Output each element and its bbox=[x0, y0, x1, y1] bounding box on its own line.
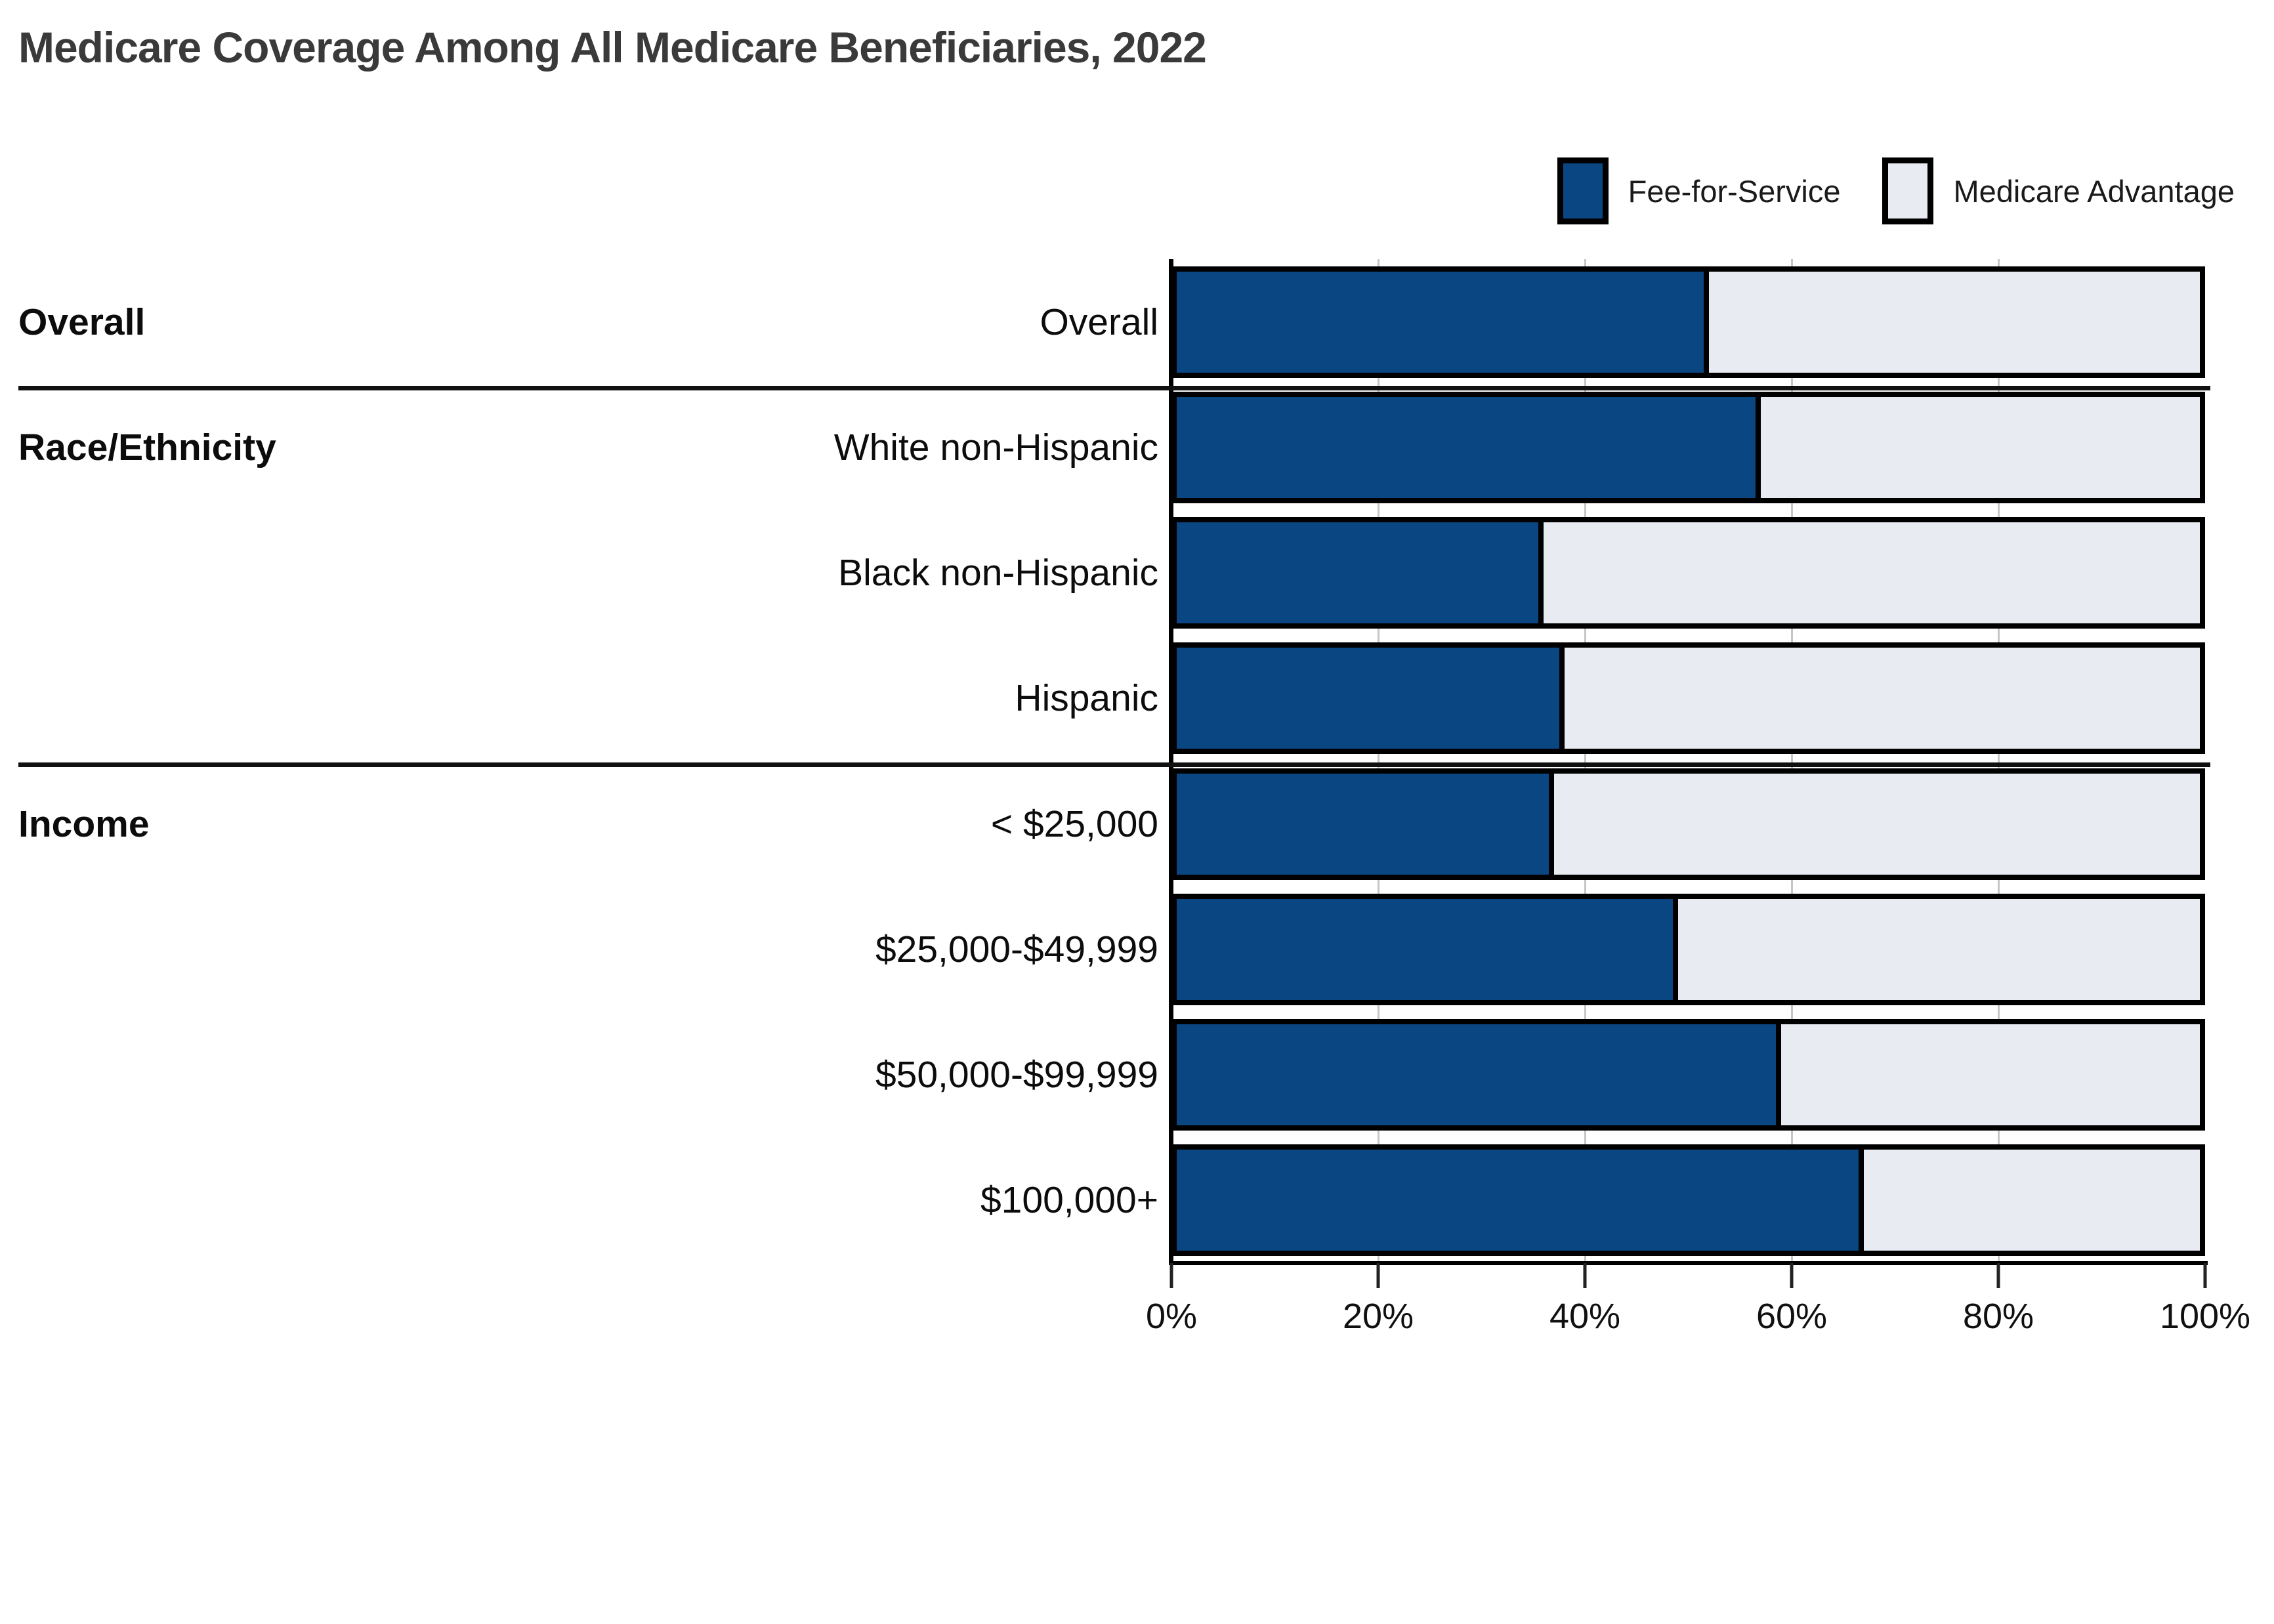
bar-25-000 bbox=[1171, 768, 2205, 880]
bar-segment-medicare-advantage-hispanic[interactable] bbox=[1559, 642, 2205, 755]
gridline-40 bbox=[1584, 259, 1586, 1263]
bar-segment-medicare-advantage-black-non-hispanic[interactable] bbox=[1538, 517, 2205, 629]
row-label-25-000: < $25,000 bbox=[990, 802, 1158, 845]
bar-25-000-49-999 bbox=[1171, 893, 2205, 1005]
legend-item-medicare-advantage[interactable]: Medicare Advantage bbox=[1882, 157, 2235, 224]
bar-segment-medicare-advantage-25-000-49-999[interactable] bbox=[1672, 893, 2205, 1005]
x-axis-tick-label-60: 60% bbox=[1756, 1297, 1828, 1336]
bar-black-non-hispanic bbox=[1171, 517, 2205, 629]
bar-overall bbox=[1171, 266, 2205, 378]
x-axis-tick-80 bbox=[1996, 1263, 2000, 1288]
bar-segment-fee-for-service-white-non-hispanic[interactable] bbox=[1171, 391, 1761, 503]
row-label-white-non-hispanic: White non-Hispanic bbox=[833, 426, 1158, 468]
gridline-20 bbox=[1377, 259, 1379, 1263]
row-label-50-000-99-999: $50,000-$99,999 bbox=[875, 1054, 1158, 1096]
row-label-25-000-49-999: $25,000-$49,999 bbox=[875, 928, 1158, 970]
bar-segment-fee-for-service-50-000-99-999[interactable] bbox=[1171, 1019, 1782, 1131]
bar-segment-medicare-advantage-25-000[interactable] bbox=[1548, 768, 2205, 880]
legend: Fee-for-Service Medicare Advantage bbox=[1557, 157, 2235, 224]
plot-area: 0% 20% 40% 60% 80% 100% bbox=[1146, 259, 2250, 1336]
x-axis-tick-label-80: 80% bbox=[1962, 1297, 2034, 1336]
bar-segment-fee-for-service-25-000-49-999[interactable] bbox=[1171, 893, 1678, 1005]
bar-segment-fee-for-service-25-000[interactable] bbox=[1171, 768, 1554, 880]
x-axis-tick-40 bbox=[1583, 1263, 1587, 1288]
y-axis-line bbox=[1169, 259, 1173, 1263]
x-axis-tick-100 bbox=[2203, 1263, 2207, 1288]
bar-segment-fee-for-service-100-000[interactable] bbox=[1171, 1144, 1864, 1257]
x-axis-tick-60 bbox=[1790, 1263, 1794, 1288]
legend-label-fee-for-service: Fee-for-Service bbox=[1628, 173, 1841, 209]
bar-50-000-99-999 bbox=[1171, 1019, 2205, 1131]
legend-swatch-fee-for-service bbox=[1557, 157, 1609, 224]
bar-segment-medicare-advantage-100-000[interactable] bbox=[1859, 1144, 2205, 1257]
x-axis-tick-label-40: 40% bbox=[1549, 1297, 1621, 1336]
row-label-black-non-hispanic: Black non-Hispanic bbox=[838, 552, 1158, 594]
row-label-overall: Overall bbox=[1040, 301, 1158, 343]
bar-segment-fee-for-service-black-non-hispanic[interactable] bbox=[1171, 517, 1544, 629]
section-label-income: Income bbox=[18, 802, 150, 845]
gridline-60 bbox=[1790, 259, 1793, 1263]
x-axis-tick-20 bbox=[1376, 1263, 1380, 1288]
bar-segment-medicare-advantage-overall[interactable] bbox=[1704, 266, 2205, 378]
section-divider-race-ethnicity bbox=[18, 386, 2210, 391]
chart-title: Medicare Coverage Among All Medicare Ben… bbox=[18, 23, 1207, 72]
bar-segment-medicare-advantage-white-non-hispanic[interactable] bbox=[1755, 391, 2205, 503]
row-label-100-000: $100,000+ bbox=[980, 1179, 1158, 1222]
gridline-80 bbox=[1997, 259, 2000, 1263]
bar-segment-fee-for-service-hispanic[interactable] bbox=[1171, 642, 1565, 755]
x-axis-tick-0 bbox=[1169, 1263, 1173, 1288]
section-label-race-ethnicity: Race/Ethnicity bbox=[18, 426, 276, 468]
section-divider-income bbox=[18, 762, 2210, 767]
x-axis-line bbox=[1169, 1261, 2208, 1265]
x-axis-tick-label-20: 20% bbox=[1342, 1297, 1414, 1336]
section-label-overall: Overall bbox=[18, 301, 146, 343]
row-label-hispanic: Hispanic bbox=[1015, 677, 1158, 720]
bar-segment-medicare-advantage-50-000-99-999[interactable] bbox=[1776, 1019, 2205, 1131]
legend-label-medicare-advantage: Medicare Advantage bbox=[1953, 173, 2235, 209]
x-axis-tick-label-100: 100% bbox=[2159, 1297, 2251, 1336]
x-axis-tick-label-0: 0% bbox=[1145, 1297, 1198, 1336]
bar-100-000 bbox=[1171, 1144, 2205, 1257]
bar-white-non-hispanic bbox=[1171, 391, 2205, 503]
legend-swatch-medicare-advantage bbox=[1882, 157, 1934, 224]
bar-segment-fee-for-service-overall[interactable] bbox=[1171, 266, 1709, 378]
legend-item-fee-for-service[interactable]: Fee-for-Service bbox=[1557, 157, 1841, 224]
bar-hispanic bbox=[1171, 642, 2205, 755]
